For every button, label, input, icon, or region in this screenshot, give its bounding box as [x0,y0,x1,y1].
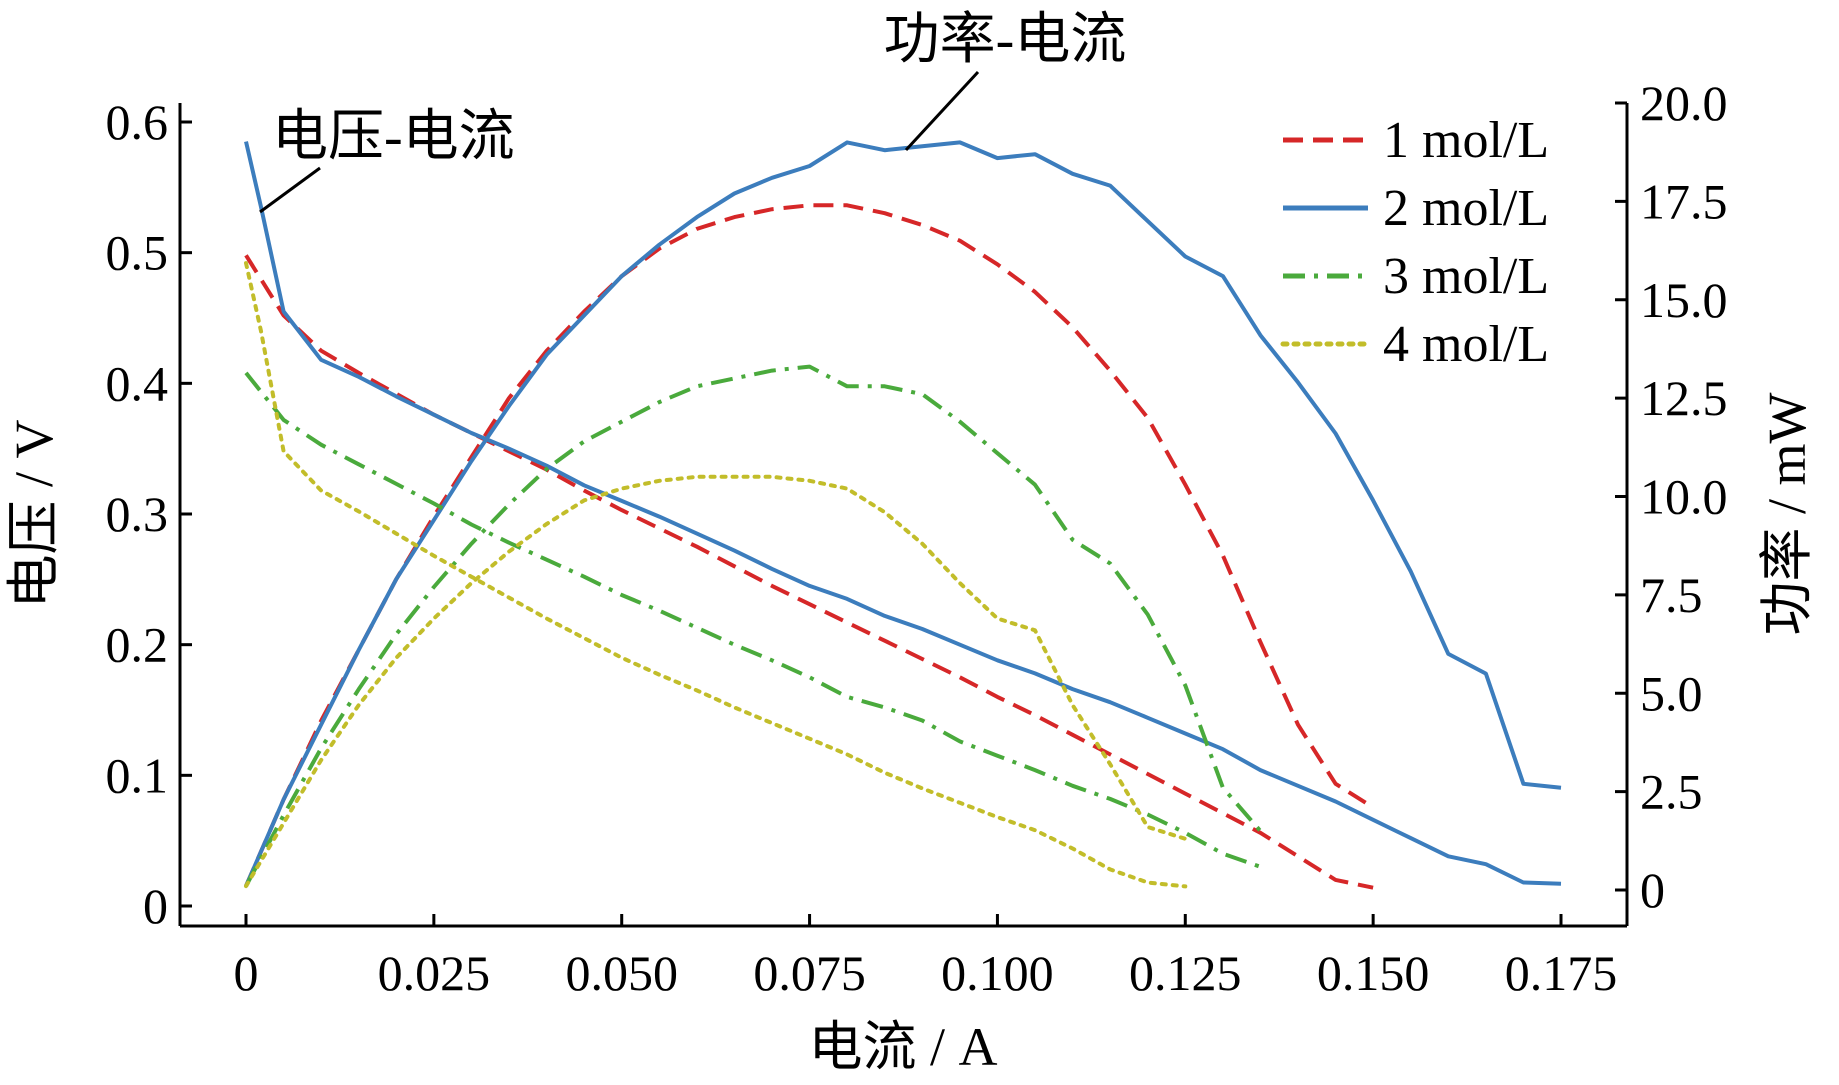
y-right-tick-label-5: 12.5 [1640,370,1728,426]
y-axis-right-title: 功率 / mW [1757,392,1817,635]
series-power-1 [244,203,1375,887]
series-layer [244,140,1562,890]
axes-layer [178,101,1629,928]
y-right-tick-label-7: 17.5 [1640,173,1728,229]
labels-layer: 0 0.025 0.050 0.075 0.100 0.125 0.150 0.175 0 0.1… [4,9,1817,1077]
x-tick-label-6: 0.150 [1317,945,1430,1001]
series-voltage-6 [244,261,1188,889]
x-tick-label-4: 0.100 [941,945,1054,1001]
y-axis-left-title: 电压 / V [4,419,64,608]
series-power-3 [244,140,1562,887]
y-right-tick-label-3: 7.5 [1640,567,1703,623]
legend-label-3: 4 mol/L [1383,316,1549,373]
series-voltage-0 [244,254,1374,890]
legend-label-1: 2 mol/L [1383,180,1549,237]
annotation-voltage-current: 电压-电流 [272,106,515,168]
annotation-power-current: 功率-电流 [884,9,1127,71]
legend-label-0: 1 mol/L [1383,112,1549,169]
y-left-tick-label-4: 0.4 [106,355,169,411]
y-left-tick-label-1: 0.1 [106,747,169,803]
y-left-tick-label-6: 0.6 [106,94,169,150]
annotation-voltage-leader [259,166,321,214]
legend-label-2: 3 mol/L [1383,248,1549,305]
x-tick-label-2: 0.050 [565,945,678,1001]
y-right-tick-label-2: 5.0 [1640,665,1703,721]
y-left-tick-label-5: 0.5 [106,225,169,281]
y-right-tick-label-4: 10.0 [1640,469,1728,525]
y-left-tick-label-0: 0 [143,878,168,934]
y-right-tick-label-6: 15.0 [1640,272,1728,328]
y-left-tick-label-3: 0.3 [106,486,169,542]
y-right-tick-label-1: 2.5 [1640,764,1703,820]
x-axis-title: 电流 / A [809,1017,998,1077]
y-left-tick-label-2: 0.2 [106,617,169,673]
x-tick-label-5: 0.125 [1129,945,1242,1001]
series-voltage-4 [244,371,1262,869]
x-tick-label-1: 0.025 [378,945,491,1001]
series-voltage-2 [244,141,1562,886]
x-tick-label-0: 0 [234,945,259,1001]
y-right-tick-label-8: 20.0 [1640,75,1728,131]
y-right-tick-label-0: 0 [1640,862,1665,918]
x-tick-label-7: 0.175 [1505,945,1618,1001]
legend: 1 mol/L 2 mol/L 3 mol/L 4 mol/L [1280,112,1549,373]
x-tick-label-3: 0.075 [753,945,866,1001]
series-power-5 [244,364,1262,888]
series-power-7 [244,474,1188,889]
annotation-power-leader [904,70,980,152]
